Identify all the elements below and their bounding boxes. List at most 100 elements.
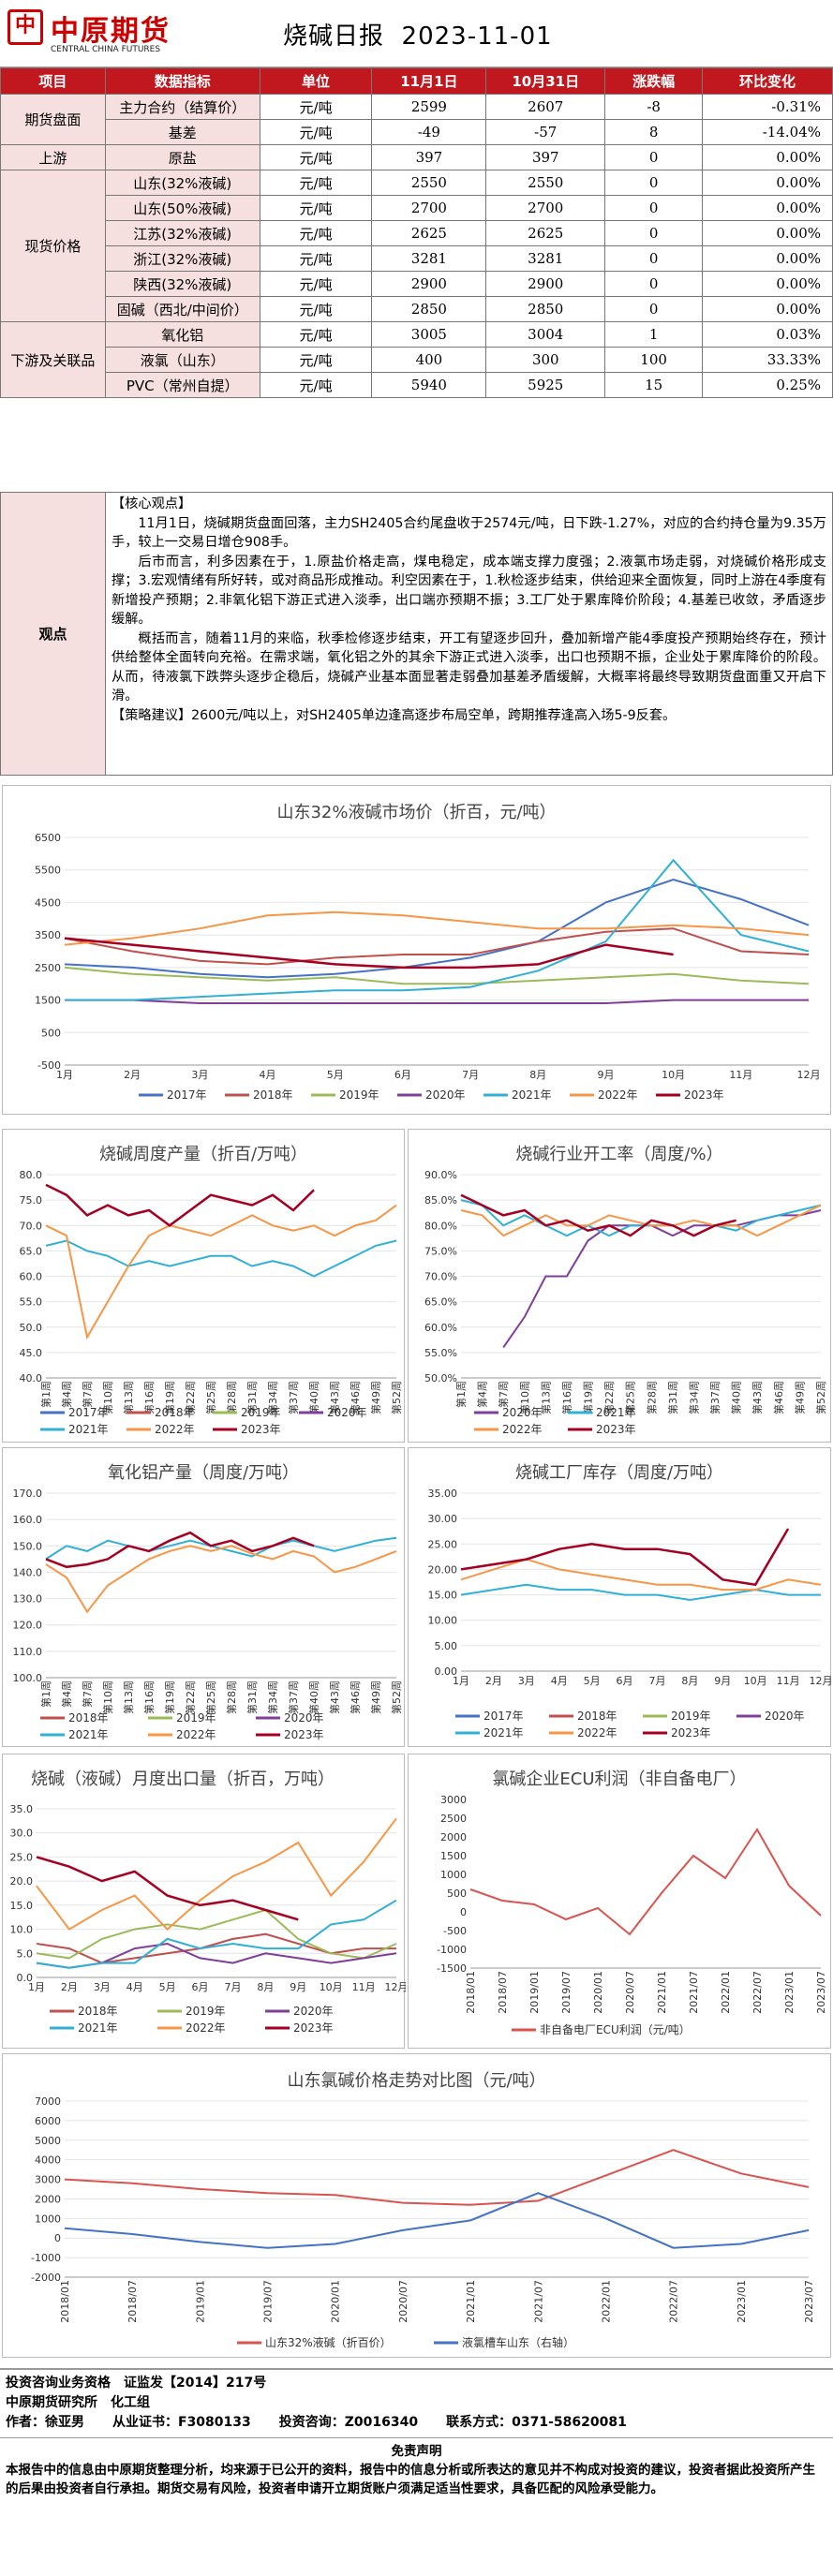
x-tick-label: 第19周 xyxy=(163,1381,176,1414)
value-oct31: 2850 xyxy=(485,296,606,322)
x-tick-label: 5月 xyxy=(584,1675,601,1687)
value-nov1: 397 xyxy=(371,144,487,170)
unit-cell: 元/吨 xyxy=(259,119,373,145)
view-section: 观点 【核心观点】 11月1日，烧碱期货盘面回落，主力SH2405合约尾盘收于2… xyxy=(0,492,833,776)
author: 作者：徐亚男 xyxy=(6,2415,84,2430)
pct-cell: 0.00% xyxy=(702,170,833,196)
legend-label: 2019年 xyxy=(241,1406,281,1419)
logo-icon: 中 xyxy=(7,9,43,45)
indicator-cell: 原盐 xyxy=(104,144,260,170)
legend-label: 2022年 xyxy=(577,1726,617,1740)
x-tick-label: 11月 xyxy=(777,1675,800,1687)
x-tick-label: 7月 xyxy=(462,1069,479,1081)
x-tick-label: 11月 xyxy=(352,1981,376,1993)
y-tick-label: 500 xyxy=(41,1027,61,1039)
x-tick-label: 第1周 xyxy=(454,1381,468,1408)
x-tick-label: 第46周 xyxy=(349,1381,362,1414)
table-row: 固碱（西北/中间价） 元/吨 2850 2850 0 0.00% xyxy=(1,296,833,322)
unit-cell: 元/吨 xyxy=(259,245,373,272)
legend-label: 2020年 xyxy=(284,1711,324,1725)
legend-label: 2018年 xyxy=(155,1406,195,1419)
change-cell: 0 xyxy=(604,195,704,221)
value-nov1: 2550 xyxy=(371,170,487,196)
y-tick-label: 0 xyxy=(460,1906,467,1918)
legend-label: 2021年 xyxy=(78,2021,118,2035)
x-tick-label: 第28周 xyxy=(225,1680,238,1714)
x-tick-label: 第4周 xyxy=(60,1381,73,1408)
x-tick-label: 2019/01 xyxy=(194,2280,206,2323)
series-line-2018年 xyxy=(64,927,810,966)
x-tick-label: 第40周 xyxy=(307,1680,320,1714)
x-tick-label: 2018/01 xyxy=(59,2280,71,2323)
x-tick-label: 12月 xyxy=(797,1069,821,1081)
y-tick-label: -500 xyxy=(443,1925,467,1937)
y-tick-label: 150.0 xyxy=(13,1540,43,1552)
x-tick-label: 2023/01 xyxy=(736,2280,748,2323)
x-tick-label: 12月 xyxy=(810,1675,833,1687)
y-tick-label: 15.0 xyxy=(10,1900,34,1912)
footer: 投资咨询业务资格 证监发【2014】217号 中原期货研究所 化工组 作者：徐亚… xyxy=(0,2368,833,2433)
x-tick-label: 9月 xyxy=(597,1069,614,1081)
value-nov1: 2900 xyxy=(371,271,487,297)
y-tick-label: 2500 xyxy=(440,1813,467,1825)
legend-label: 非自备电厂ECU利润（元/吨） xyxy=(540,2023,691,2036)
y-tick-label: 30.00 xyxy=(428,1513,458,1525)
y-tick-label: 100.0 xyxy=(13,1672,43,1684)
x-tick-label: 4月 xyxy=(551,1675,568,1687)
x-tick-label: 第37周 xyxy=(287,1680,300,1714)
view-text: 【核心观点】 11月1日，烧碱期货盘面回落，主力SH2405合约尾盘收于2574… xyxy=(106,493,832,775)
indicator-cell: 主力合约（结算价） xyxy=(104,94,260,120)
y-tick-label: -500 xyxy=(37,1059,61,1072)
legend-label: 2017年 xyxy=(68,1406,109,1419)
y-tick-label: 5.0 xyxy=(17,1947,34,1960)
y-tick-label: 60.0% xyxy=(424,1322,457,1334)
pct-cell: 0.00% xyxy=(702,220,833,246)
legend-label: 2023年 xyxy=(596,1423,636,1436)
legend-label: 2021年 xyxy=(483,1726,524,1740)
y-tick-label: 500 xyxy=(447,1888,467,1900)
x-tick-label: 第16周 xyxy=(560,1381,573,1414)
unit-cell: 元/吨 xyxy=(259,296,373,322)
value-oct31: 2625 xyxy=(485,220,606,246)
y-tick-label: 35.0 xyxy=(10,1803,34,1815)
pct-cell: 0.25% xyxy=(702,372,833,398)
y-tick-label: 130.0 xyxy=(13,1593,43,1606)
x-tick-label: 5月 xyxy=(159,1981,176,1993)
y-tick-label: 40.0 xyxy=(20,1372,43,1384)
x-tick-label: 第37周 xyxy=(287,1381,300,1414)
series-line-2022年 xyxy=(45,1204,397,1340)
legend-label: 2020年 xyxy=(293,2005,334,2018)
indicator-cell: 基差 xyxy=(104,119,260,145)
x-tick-label: 4月 xyxy=(260,1069,276,1081)
view-paragraph: 概括而言，随着11月的来临，秋季检修逐步结束，开工有望逐步回升，叠加新增产能4季… xyxy=(112,630,826,704)
x-tick-label: 第52周 xyxy=(814,1381,827,1414)
series-line-2022年 xyxy=(64,910,810,946)
x-tick-label: 2019/01 xyxy=(528,1971,541,2014)
legend-label: 2021年 xyxy=(68,1728,109,1741)
legend-label: 2022年 xyxy=(155,1423,195,1436)
change-cell: 1 xyxy=(604,321,704,348)
x-tick-label: 8月 xyxy=(257,1981,274,1993)
chart-title: 氯碱企业ECU利润（非自备电厂） xyxy=(492,1769,747,1789)
x-tick-label: 第19周 xyxy=(582,1381,595,1414)
th-nov1: 11月1日 xyxy=(371,67,487,95)
category-cell: 期货盘面 xyxy=(0,94,106,145)
change-cell: -8 xyxy=(604,94,704,120)
x-tick-label: 2022/01 xyxy=(720,1971,732,2014)
series-line-非自备电厂ECU利润（元/吨） xyxy=(469,1828,822,1936)
core-view-heading: 【核心观点】 xyxy=(112,496,192,511)
x-tick-label: 第40周 xyxy=(307,1381,320,1414)
author-line: 作者：徐亚男 从业证书：F3080133 投资咨询：Z0016340 联系方式：… xyxy=(6,2413,827,2433)
indicator-cell: PVC（常州自提） xyxy=(104,372,260,398)
unit-cell: 元/吨 xyxy=(259,347,373,373)
x-tick-label: 10月 xyxy=(320,1981,343,1993)
x-tick-label: 6月 xyxy=(192,1981,209,1993)
x-tick-label: 第7周 xyxy=(81,1381,94,1408)
x-tick-label: 2022/07 xyxy=(751,1971,764,2014)
x-tick-label: 8月 xyxy=(529,1069,546,1081)
series-line-山东32%液碱（折百价） xyxy=(64,2149,810,2206)
legend-label: 2023年 xyxy=(241,1423,281,1436)
disclaimer-text: 本报告中的信息由中原期货整理分析，均来源于已公开的资料，报告中的信息分析或所表达… xyxy=(6,2463,815,2496)
x-tick-label: 第1周 xyxy=(39,1381,52,1408)
table-header-row: 项目 数据指标 单位 11月1日 10月31日 涨跌幅 环比变化 xyxy=(0,67,833,95)
